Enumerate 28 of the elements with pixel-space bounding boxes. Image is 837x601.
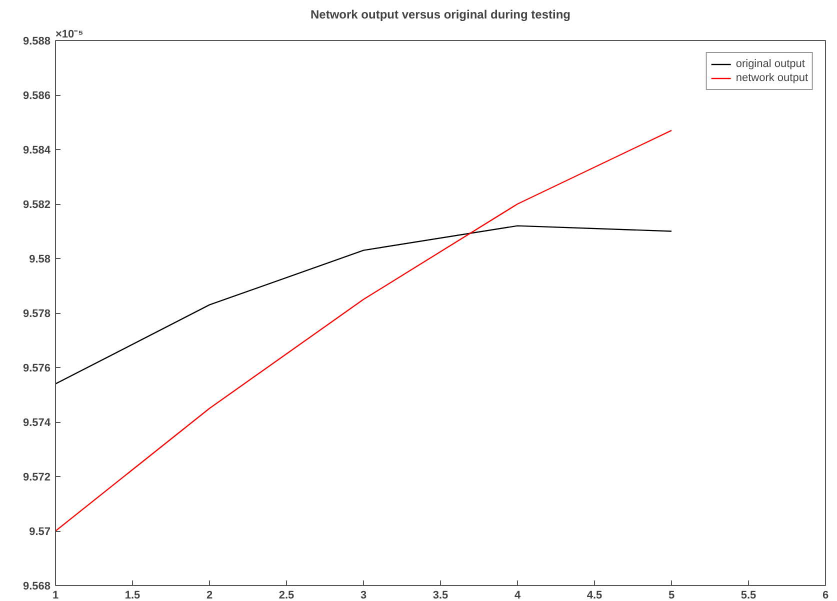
y-tick-label: 9.588 [22,36,51,48]
chart-title: Network output versus original during testing [310,8,571,22]
legend-label: original output [736,57,805,71]
x-tick-label: 1 [52,590,59,601]
y-tick-label: 9.572 [22,472,51,484]
y-tick-label: 9.582 [22,199,51,211]
line-series [56,130,672,532]
x-tick-label: 4.5 [586,590,602,601]
y-tick-label: 9.584 [22,144,52,156]
legend-label: network output [736,71,808,85]
x-tick-label: 4 [514,590,522,601]
line-series [56,225,672,384]
x-tick-label: 5 [668,590,675,601]
y-tick-label: 9.568 [22,580,51,592]
y-tick-label: 9.58 [29,254,51,266]
y-tick-label: 9.576 [22,362,51,374]
x-tick-label: 3 [360,590,367,601]
x-tick-label: 3.5 [432,590,448,601]
y-tick-label: 9.574 [22,417,52,429]
x-tick-label: 6 [822,590,829,601]
text: ×10⁻⁵ [56,28,84,40]
x-tick-label: 5.5 [740,590,756,601]
x-tick-label: 2.5 [278,590,294,601]
x-tick-label: 1.5 [124,590,140,601]
y-tick-label: 9.578 [22,308,51,320]
y-tick-label: 9.57 [29,526,51,538]
y-tick-label: 9.586 [22,90,51,102]
x-tick-label: 2 [206,590,213,601]
